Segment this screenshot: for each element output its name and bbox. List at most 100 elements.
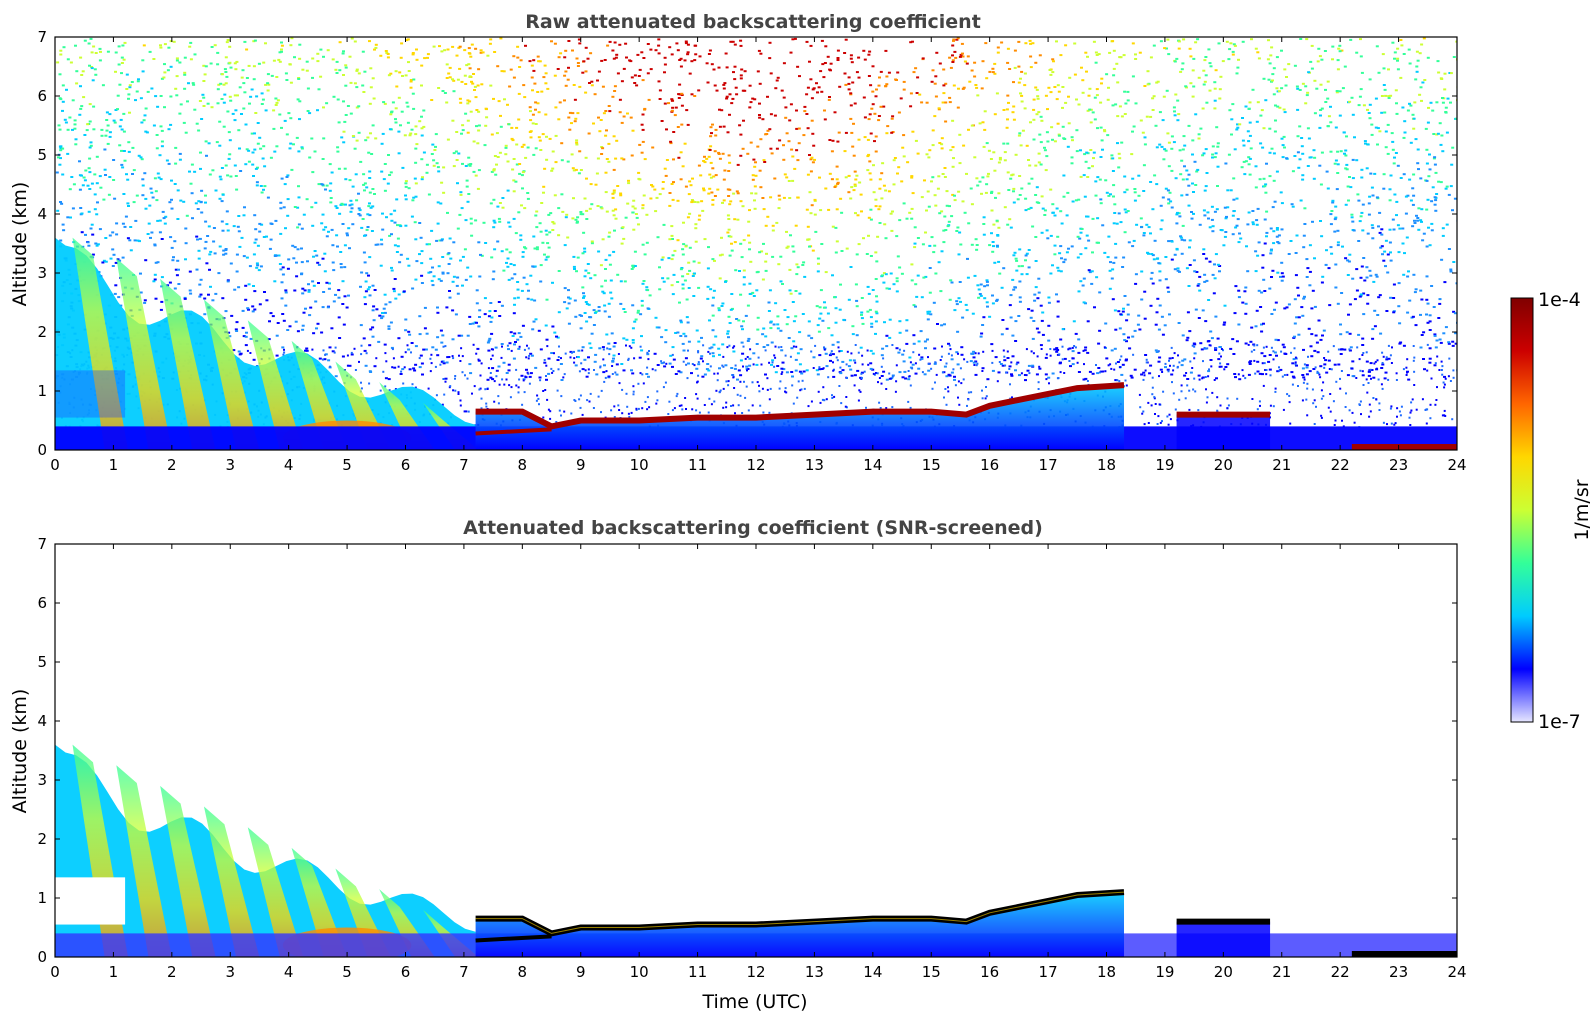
noise-pixel (297, 185, 300, 188)
noise-pixel (596, 79, 599, 82)
noise-pixel (1350, 367, 1354, 370)
noise-pixel (1336, 241, 1340, 244)
noise-pixel (1159, 40, 1163, 43)
noise-pixel (1153, 174, 1157, 177)
noise-pixel (947, 373, 951, 376)
noise-pixel (958, 133, 962, 136)
noise-pixel (62, 46, 66, 49)
noise-pixel (552, 222, 556, 225)
noise-pixel (690, 60, 694, 63)
noise-pixel (1094, 194, 1098, 197)
noise-pixel (1433, 163, 1437, 166)
noise-pixel (188, 170, 191, 173)
noise-pixel (282, 206, 286, 209)
noise-pixel (944, 101, 948, 104)
noise-pixel (1103, 251, 1107, 254)
noise-pixel (276, 322, 280, 324)
noise-pixel (844, 131, 848, 134)
noise-pixel (618, 43, 622, 46)
noise-pixel (341, 355, 345, 358)
noise-pixel (532, 69, 536, 72)
noise-pixel (987, 149, 991, 152)
noise-pixel (350, 207, 354, 210)
noise-pixel (202, 80, 206, 82)
noise-pixel (1336, 150, 1340, 153)
noise-pixel (508, 342, 512, 345)
noise-pixel (1059, 245, 1063, 248)
noise-pixel (976, 184, 980, 187)
noise-pixel (195, 122, 199, 125)
noise-pixel (1397, 251, 1401, 254)
noise-pixel (457, 334, 461, 337)
noise-pixel (753, 98, 757, 101)
noise-pixel (1105, 357, 1109, 360)
noise-pixel (105, 119, 109, 121)
noise-pixel (489, 320, 493, 323)
noise-pixel (543, 361, 547, 364)
noise-pixel (106, 142, 110, 145)
noise-pixel (1247, 211, 1251, 214)
noise-pixel (477, 359, 481, 362)
noise-pixel (1250, 326, 1254, 329)
noise-pixel (708, 173, 712, 176)
noise-pixel (888, 377, 892, 380)
noise-pixel (615, 363, 619, 366)
noise-pixel (404, 182, 408, 185)
noise-pixel (881, 347, 885, 350)
noise-pixel (270, 74, 274, 77)
noise-pixel (1433, 196, 1437, 199)
noise-pixel (445, 361, 449, 364)
noise-pixel (1347, 313, 1350, 316)
noise-pixel (1303, 223, 1307, 225)
noise-pixel (869, 349, 873, 352)
noise-pixel (1131, 42, 1135, 45)
noise-pixel (247, 149, 251, 152)
noise-pixel (1399, 341, 1403, 344)
noise-pixel (285, 133, 289, 136)
noise-pixel (1272, 179, 1276, 182)
noise-pixel (1351, 277, 1355, 280)
noise-pixel (160, 129, 164, 132)
noise-pixel (1025, 144, 1029, 147)
noise-pixel (96, 243, 100, 246)
noise-pixel (472, 73, 475, 75)
noise-pixel (1191, 139, 1195, 142)
noise-pixel (57, 156, 60, 159)
noise-pixel (572, 169, 576, 172)
noise-pixel (1195, 170, 1199, 173)
noise-pixel (59, 239, 63, 242)
noise-pixel (362, 183, 366, 186)
noise-pixel (584, 91, 588, 94)
noise-pixel (120, 56, 124, 59)
noise-pixel (741, 352, 745, 355)
noise-pixel (836, 182, 840, 185)
noise-pixel (113, 121, 117, 124)
noise-pixel (1117, 310, 1121, 313)
noise-pixel (551, 325, 555, 328)
noise-pixel (1087, 94, 1091, 97)
noise-pixel (1202, 83, 1206, 86)
noise-pixel (568, 111, 572, 114)
noise-pixel (942, 241, 946, 244)
noise-pixel (874, 278, 878, 280)
noise-pixel (798, 292, 802, 295)
noise-pixel (737, 369, 741, 372)
noise-pixel (978, 293, 982, 295)
noise-pixel (690, 372, 693, 375)
noise-pixel (768, 41, 772, 44)
noise-pixel (636, 53, 640, 56)
noise-pixel (1396, 57, 1400, 60)
noise-pixel (930, 80, 934, 83)
noise-pixel (474, 96, 478, 99)
noise-pixel (393, 244, 397, 247)
noise-pixel (363, 70, 367, 73)
noise-pixel (645, 373, 649, 375)
noise-pixel (880, 172, 884, 175)
noise-pixel (820, 90, 824, 93)
noise-pixel (390, 110, 394, 113)
noise-pixel (451, 338, 455, 341)
noise-pixel (973, 75, 977, 78)
noise-pixel (1029, 121, 1032, 124)
noise-pixel (1071, 350, 1075, 353)
noise-pixel (635, 216, 639, 219)
